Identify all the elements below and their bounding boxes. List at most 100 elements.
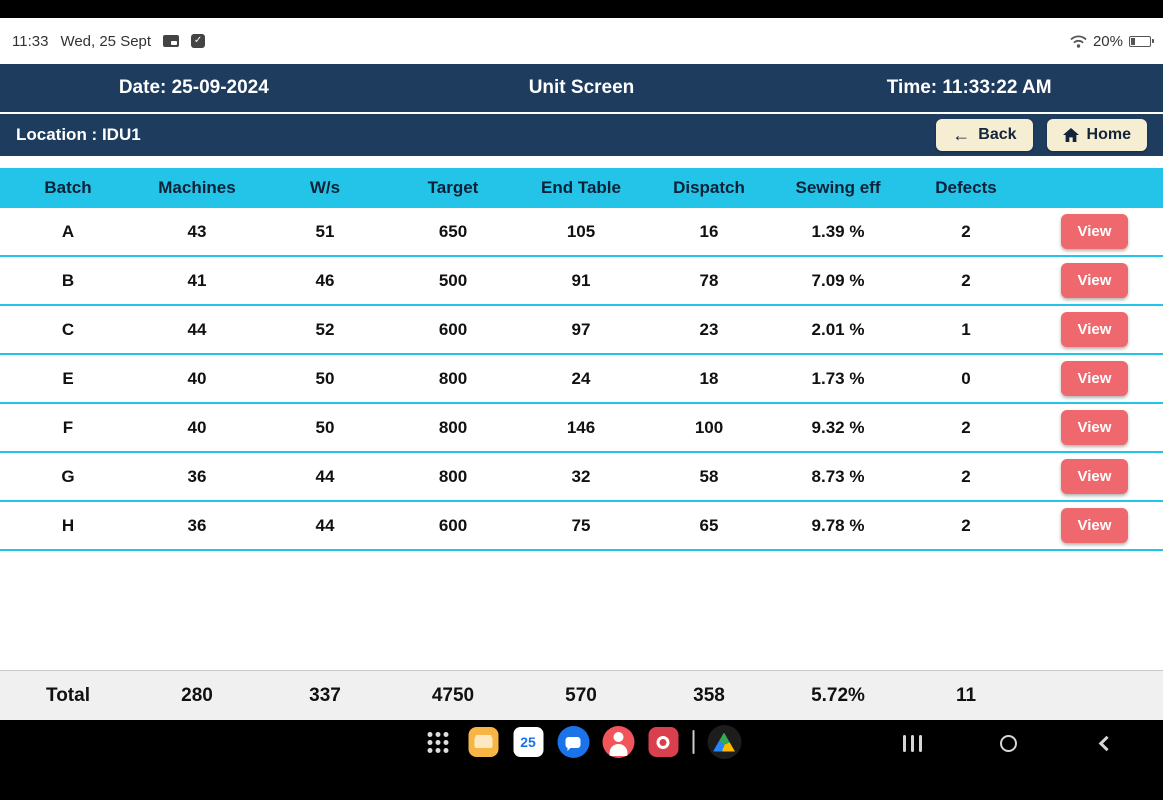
google-drive-icon[interactable] (707, 725, 741, 759)
table-row: F 40 50 800 146 100 9.32 % 2 View (0, 404, 1163, 453)
cell-end-table: 75 (571, 515, 591, 535)
cell-ws: 46 (315, 270, 335, 290)
cell-defects: 2 (961, 221, 971, 241)
recents-icon[interactable] (895, 730, 929, 756)
table-row: A 43 51 650 105 16 1.39 % 2 View (0, 208, 1163, 257)
header-time: Time: 11:33:22 AM (886, 77, 1052, 98)
status-left: 11:33 Wed, 25 Sept ✓ (12, 32, 206, 50)
location-bar: Location : IDU1 ← Back Home (0, 112, 1163, 156)
status-bar: 11:33 Wed, 25 Sept ✓ 20% (0, 18, 1163, 64)
cell-actions: View (1026, 263, 1163, 298)
cell-target: 600 (438, 319, 468, 339)
apps-grid-icon[interactable] (422, 726, 454, 758)
home-circle-icon[interactable] (991, 730, 1025, 756)
cell-actions: View (1026, 508, 1163, 543)
view-button[interactable]: View (1060, 508, 1129, 543)
home-icon (1062, 128, 1079, 142)
cell-machines: 43 (187, 221, 207, 241)
messages-icon[interactable] (557, 726, 589, 758)
wifi-icon (1070, 35, 1087, 48)
cell-target: 800 (438, 466, 468, 486)
total-dispatch: 358 (693, 684, 725, 706)
header-date: Date: 25-09-2024 (118, 77, 269, 98)
col-target: Target (427, 178, 479, 197)
cell-ws: 52 (315, 319, 335, 339)
view-button[interactable]: View (1060, 459, 1129, 494)
view-button[interactable]: View (1060, 312, 1129, 347)
cell-dispatch: 58 (699, 466, 719, 486)
back-chevron-icon[interactable] (1087, 730, 1121, 756)
cell-batch: E (62, 368, 74, 388)
table-row: H 36 44 600 75 65 9.78 % 2 View (0, 502, 1163, 551)
status-time: 11:33 (12, 32, 49, 50)
cell-target: 650 (438, 221, 468, 241)
table-body: A 43 51 650 105 16 1.39 % 2 View B 41 46… (0, 208, 1163, 551)
cell-dispatch: 18 (699, 368, 719, 388)
status-right: 20% (1070, 32, 1154, 50)
location-label: Location : IDU1 (16, 125, 141, 144)
cell-dispatch: 23 (699, 319, 719, 339)
calendar-day: 25 (513, 727, 543, 757)
cell-end-table: 91 (571, 270, 591, 290)
col-end-table: End Table (541, 178, 621, 197)
total-end-table: 570 (565, 684, 597, 706)
cell-defects: 2 (961, 515, 971, 535)
cell-batch: B (61, 270, 75, 290)
cell-target: 800 (438, 417, 468, 437)
cell-target: 600 (438, 515, 468, 535)
cell-sewing-eff: 1.39 % (811, 221, 865, 241)
view-button[interactable]: View (1060, 214, 1129, 249)
header-table-gap (0, 156, 1163, 168)
cell-end-table: 24 (571, 368, 591, 388)
cell-actions: View (1026, 410, 1163, 445)
home-button-label: Home (1086, 126, 1131, 143)
back-arrow-icon: ← (952, 125, 971, 145)
cell-defects: 2 (961, 270, 971, 290)
cell-target: 500 (438, 270, 468, 290)
col-sewing-eff: Sewing eff (795, 178, 881, 197)
files-folder-icon[interactable] (467, 726, 499, 758)
view-button[interactable]: View (1060, 263, 1129, 298)
col-batch: Batch (44, 178, 92, 197)
cell-end-table: 146 (566, 417, 596, 437)
total-row: Total 280 337 4750 570 358 5.72% 11 (0, 670, 1163, 720)
cell-machines: 40 (187, 417, 207, 437)
cell-batch: G (61, 466, 75, 486)
view-button[interactable]: View (1060, 361, 1129, 396)
camera-icon[interactable] (647, 726, 679, 758)
cell-machines: 40 (187, 368, 207, 388)
back-button[interactable]: ← Back (936, 119, 1033, 151)
cell-defects: 2 (961, 417, 971, 437)
cell-sewing-eff: 2.01 % (811, 319, 865, 339)
cell-actions: View (1026, 361, 1163, 396)
table-spacer (0, 551, 1163, 670)
table-row: B 41 46 500 91 78 7.09 % 2 View (0, 257, 1163, 306)
cell-batch: F (62, 417, 74, 437)
view-button[interactable]: View (1060, 410, 1129, 445)
cell-machines: 36 (187, 466, 207, 486)
cell-end-table: 32 (571, 466, 591, 486)
header-actions: ← Back Home (936, 119, 1147, 151)
cell-dispatch: 100 (694, 417, 724, 437)
total-sewing-eff: 5.72% (811, 684, 865, 706)
cell-sewing-eff: 7.09 % (811, 270, 865, 290)
col-defects: Defects (935, 178, 997, 197)
battery-percent: 20% (1092, 32, 1123, 50)
app-header: Date: 25-09-2024 Unit Screen Time: 11:33… (0, 64, 1163, 112)
calendar-icon[interactable]: 25 (512, 726, 544, 758)
cell-ws: 50 (315, 417, 335, 437)
back-button-label: Back (978, 126, 1017, 143)
cell-machines: 44 (187, 319, 207, 339)
cell-defects: 0 (961, 368, 971, 388)
cell-sewing-eff: 8.73 % (811, 466, 865, 486)
dock-divider (692, 730, 694, 754)
battery-icon (1129, 35, 1154, 47)
cell-batch: H (61, 515, 75, 535)
table-header: Batch Machines W/s Target End Table Disp… (0, 168, 1163, 208)
cell-dispatch: 78 (699, 270, 719, 290)
table-row: G 36 44 800 32 58 8.73 % 2 View (0, 453, 1163, 502)
contacts-icon[interactable] (602, 726, 634, 758)
home-button[interactable]: Home (1046, 119, 1147, 151)
cell-defects: 1 (961, 319, 971, 339)
